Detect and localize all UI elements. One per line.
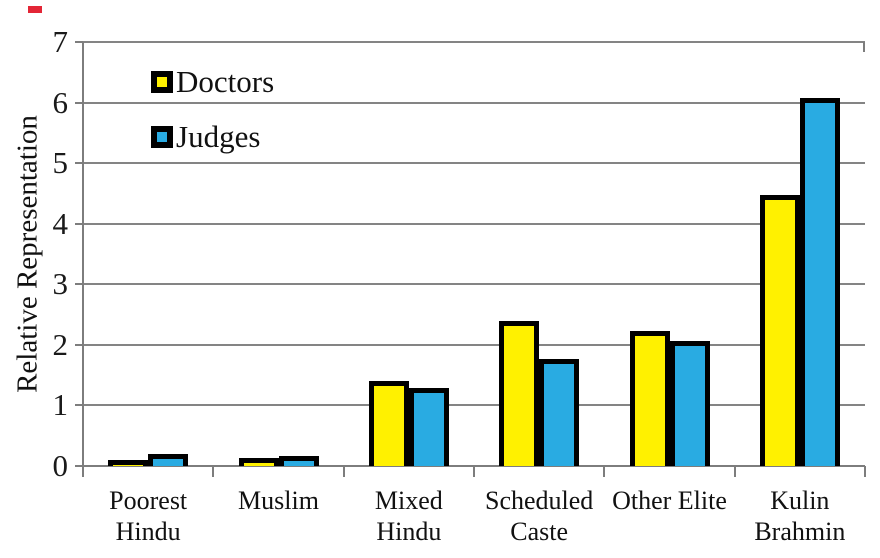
y-tick-label: 2 [52,326,69,362]
bar-judges [278,456,319,466]
legend-swatch-icon [151,126,173,148]
bar-doctors [238,458,279,466]
x-axis-tick [603,466,606,477]
bar-judges [539,359,580,466]
bar-judges [148,454,189,466]
y-axis-tick [75,222,83,225]
category-label-line: Hindu [115,517,181,546]
x-axis-tick [342,466,345,477]
category-label: Other Elite [590,485,750,516]
x-axis-tick [733,466,736,477]
bar-doctors [499,321,540,466]
category-label-line: Brahmin [754,517,846,546]
bar-judges [799,98,840,466]
category-label: Kulin Brahmin [720,485,880,547]
bar-judges [669,341,710,466]
y-tick-label: 3 [52,266,69,302]
y-tick-label: 5 [52,145,69,181]
y-tick-label: 1 [52,387,69,423]
gridline [83,41,865,43]
category-label-line: Kulin [770,486,830,515]
bar-doctors [368,381,409,466]
gridline [83,343,865,346]
gridline [83,404,865,407]
legend-swatch-icon [151,71,173,93]
x-axis-tick [82,466,84,477]
y-axis-tick [75,162,83,165]
category-label-line: Mixed [374,486,443,515]
gridline [83,222,865,225]
gridline [83,162,865,165]
bar-doctors [629,331,670,466]
y-axis-tick [75,343,83,346]
category-label-line: Muslim [238,486,319,515]
category-label-line: Hindu [376,517,442,546]
gridline [83,101,865,104]
legend-label: Judges [176,119,261,154]
y-tick-label: 6 [52,84,69,120]
y-axis-tick [75,101,83,104]
category-label-line: Other Elite [612,486,727,515]
y-tick-label: 4 [52,205,69,241]
bar-judges [408,388,449,466]
category-label-line: Scheduled [485,486,594,515]
plot-corner-tick [863,42,865,52]
y-tick-label: 7 [52,24,69,59]
bar-doctors [759,195,800,466]
y-axis-tick [75,404,83,407]
x-axis-tick [864,466,866,477]
category-label-line: Poorest [109,486,188,515]
category-label: Poorest Hindu [68,485,228,547]
x-axis-tick [212,466,215,477]
red-mark [28,6,42,13]
category-label: Muslim [199,485,359,516]
legend-label: Doctors [176,64,275,99]
category-label: Mixed Hindu [329,485,489,547]
category-label-line: Caste [510,517,569,546]
bar-doctors [108,460,149,466]
legend-item-doctors: Doctors [151,64,275,99]
legend-item-judges: Judges [151,119,261,154]
gridline [83,283,865,286]
x-axis-line [77,465,865,467]
y-tick-label: 0 [52,448,69,483]
y-axis-tick [75,283,83,286]
category-label: Scheduled Caste [459,485,619,547]
y-axis-line [82,42,84,468]
y-axis-tick [75,41,83,43]
x-axis-tick [473,466,475,477]
